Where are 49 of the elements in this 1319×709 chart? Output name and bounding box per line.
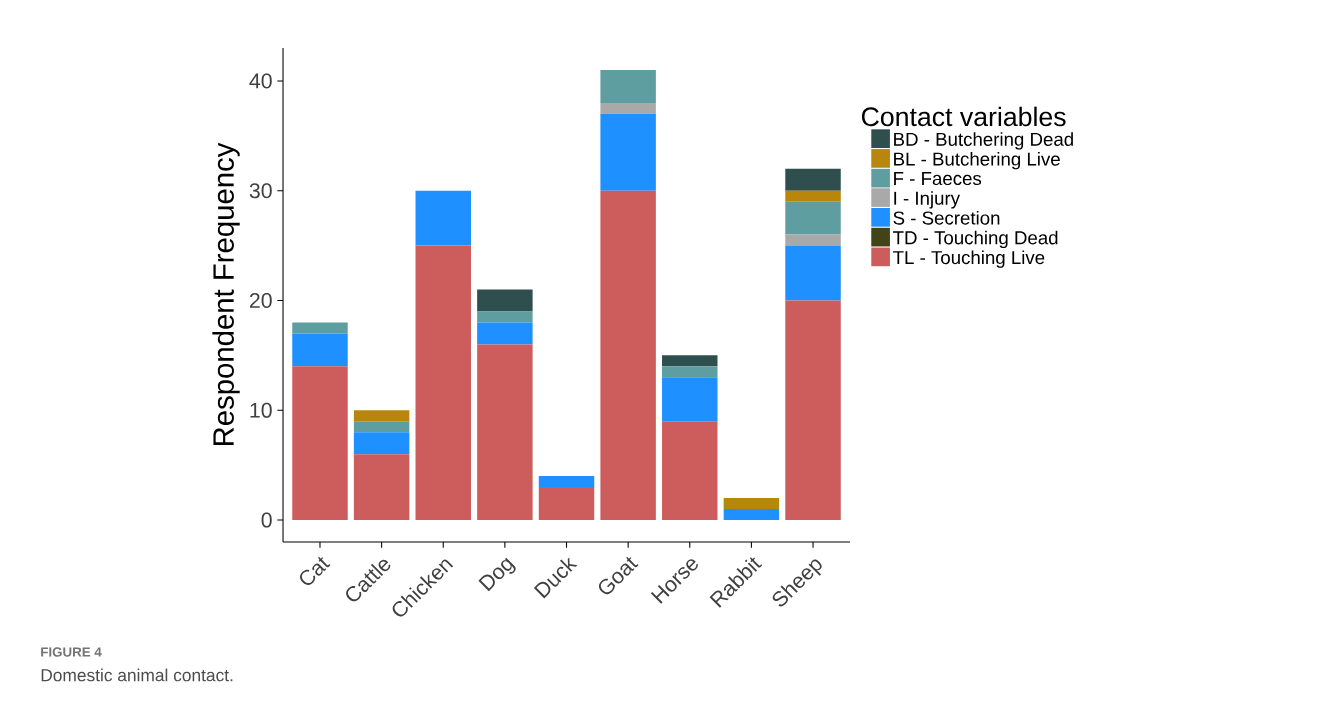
bar xyxy=(785,300,841,521)
bar xyxy=(723,498,780,510)
bar xyxy=(538,476,595,488)
bar xyxy=(292,333,348,367)
x-tick-label: Cat xyxy=(300,556,331,585)
y-tick-label: 20 xyxy=(249,292,272,309)
bar xyxy=(292,322,348,334)
bar xyxy=(477,289,533,312)
bar xyxy=(662,421,718,521)
bar xyxy=(353,421,410,433)
legend-label: S - Secretion xyxy=(893,210,1000,225)
y-axis-title: Respondent Frequency xyxy=(212,142,240,446)
bar xyxy=(662,366,718,378)
legend-label: F - Faeces xyxy=(894,172,982,186)
bar xyxy=(538,487,595,521)
bar xyxy=(292,366,348,521)
y-tick-label: 30 xyxy=(249,183,272,199)
bar xyxy=(353,454,410,521)
bar xyxy=(785,190,841,202)
caption: FIGURE 4 xyxy=(41,647,102,657)
bar xyxy=(415,190,471,246)
bar xyxy=(477,322,533,345)
bar xyxy=(785,168,841,191)
bar xyxy=(785,234,841,246)
y-tick-label: 10 xyxy=(250,402,272,418)
bar xyxy=(785,245,841,301)
bar xyxy=(477,311,533,323)
legend-label: TL - Touching Live xyxy=(893,250,1045,268)
bar xyxy=(477,344,533,521)
bar xyxy=(415,245,471,521)
legend-title: Contact variables xyxy=(861,106,1066,127)
legend-label: BL - Butchering Live xyxy=(894,151,1060,170)
bar xyxy=(662,355,718,367)
legend-label: I - Injury xyxy=(894,191,960,209)
y-tick-label: 0 xyxy=(261,512,272,528)
y-tick-label: 40 xyxy=(249,73,272,89)
bar xyxy=(600,190,656,521)
bar xyxy=(662,377,718,422)
legend-label: BD - Butchering Dead xyxy=(894,132,1073,150)
bar xyxy=(785,201,841,235)
text: Domestic animal contact. xyxy=(41,668,233,682)
bar xyxy=(353,432,410,455)
bar xyxy=(600,113,656,191)
legend-label: TD - Touching Dead xyxy=(893,230,1058,249)
bar xyxy=(600,102,656,114)
bar xyxy=(600,69,656,103)
bar xyxy=(723,509,780,521)
x-tick-label: Dog xyxy=(478,557,516,592)
bar xyxy=(353,410,410,422)
